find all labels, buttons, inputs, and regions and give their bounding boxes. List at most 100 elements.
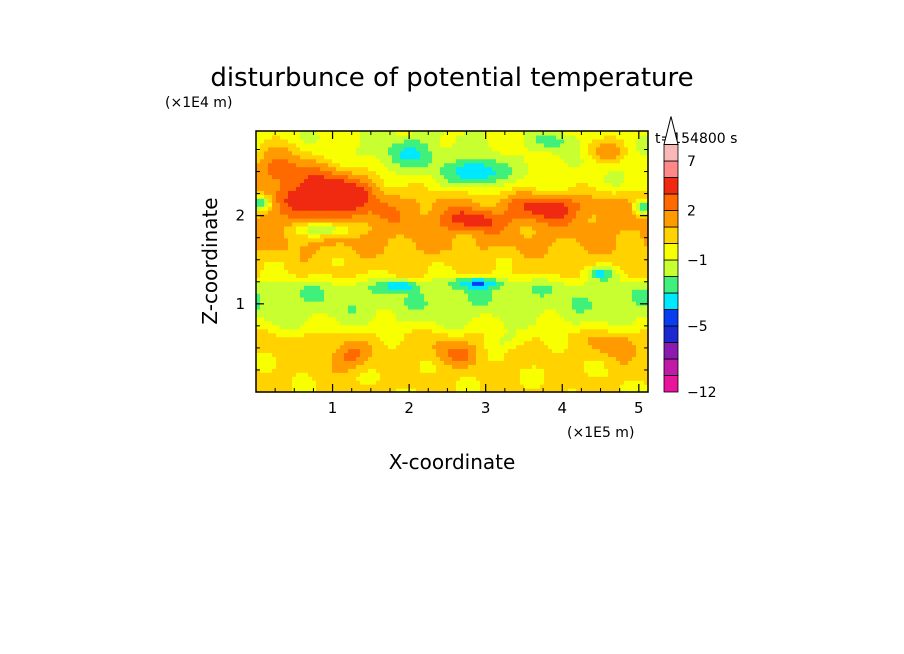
- heatmap-cell: [396, 253, 401, 259]
- heatmap-cell: [460, 384, 465, 389]
- heatmap-cell: [284, 360, 289, 365]
- heatmap-cell: [544, 368, 549, 373]
- heatmap-cell: [512, 308, 517, 314]
- heatmap-cell: [332, 305, 337, 310]
- heatmap-cell: [284, 229, 289, 235]
- heatmap-cell: [468, 293, 473, 298]
- heatmap-cell: [540, 297, 545, 302]
- heatmap-cell: [360, 305, 365, 310]
- heatmap-cell: [300, 344, 305, 350]
- heatmap-cell: [268, 308, 273, 314]
- heatmap-cell: [352, 332, 357, 338]
- heatmap-cell: [424, 285, 429, 290]
- heatmap-cell: [428, 249, 433, 255]
- heatmap-cell: [368, 308, 373, 314]
- heatmap-cell: [552, 336, 557, 342]
- heatmap-cell: [536, 372, 541, 377]
- heatmap-cell: [360, 348, 365, 354]
- heatmap-cell: [296, 312, 301, 318]
- heatmap-cell: [564, 336, 569, 342]
- heatmap-cell: [592, 332, 597, 338]
- heatmap-cell: [528, 305, 533, 310]
- heatmap-cell: [296, 277, 301, 282]
- heatmap-cell: [272, 348, 277, 354]
- heatmap-cell: [400, 336, 405, 342]
- heatmap-cell: [576, 368, 581, 373]
- heatmap-cell: [600, 384, 605, 389]
- heatmap-cell: [292, 297, 297, 302]
- heatmap-cell: [484, 320, 489, 326]
- heatmap-cell: [396, 241, 401, 247]
- heatmap-cell: [456, 348, 461, 354]
- heatmap-cell: [572, 308, 577, 314]
- heatmap-cell: [624, 245, 629, 251]
- heatmap-cell: [572, 281, 577, 286]
- heatmap-cell: [256, 384, 261, 389]
- heatmap-cell: [580, 190, 585, 195]
- heatmap-cell: [432, 348, 437, 354]
- heatmap-cell: [320, 194, 325, 199]
- heatmap-cell: [380, 352, 385, 357]
- heatmap-cell: [372, 241, 377, 247]
- heatmap-cell: [292, 285, 297, 290]
- heatmap-cell: [384, 388, 389, 393]
- heatmap-cell: [352, 281, 357, 286]
- heatmap-cell: [504, 305, 509, 310]
- heatmap-cell: [488, 277, 493, 282]
- heatmap-cell: [276, 360, 281, 365]
- heatmap-cell: [528, 253, 533, 259]
- heatmap-cell: [448, 384, 453, 389]
- heatmap-cell: [548, 281, 553, 286]
- heatmap-cell: [408, 360, 413, 365]
- heatmap-cell: [336, 225, 341, 231]
- heatmap-cell: [324, 206, 329, 211]
- heatmap-cell: [264, 253, 269, 259]
- heatmap-cell: [432, 356, 437, 361]
- heatmap-cell: [488, 332, 493, 338]
- heatmap-cell: [368, 356, 373, 361]
- heatmap-cell: [380, 356, 385, 361]
- heatmap-cell: [280, 206, 285, 211]
- heatmap-cell: [632, 360, 637, 365]
- heatmap-cell: [496, 352, 501, 357]
- heatmap-cell: [496, 305, 501, 310]
- heatmap-cell: [624, 265, 629, 270]
- heatmap-cell: [264, 225, 269, 231]
- heatmap-cell: [500, 356, 505, 361]
- heatmap-cell: [632, 190, 637, 195]
- heatmap-cell: [380, 273, 385, 278]
- heatmap-cell: [260, 190, 265, 195]
- heatmap-cell: [516, 364, 521, 369]
- heatmap-cell: [636, 340, 641, 346]
- heatmap-cell: [500, 194, 505, 199]
- heatmap-cell: [500, 245, 505, 251]
- heatmap-cell: [516, 320, 521, 326]
- heatmap-cell: [536, 384, 541, 389]
- heatmap-cell: [536, 388, 541, 393]
- heatmap-cell: [332, 285, 337, 290]
- heatmap-cell: [552, 340, 557, 346]
- heatmap-cell: [520, 312, 525, 318]
- heatmap-cell: [548, 221, 553, 227]
- heatmap-cell: [476, 265, 481, 270]
- heatmap-cell: [388, 273, 393, 278]
- heatmap-cell: [424, 388, 429, 393]
- heatmap-cell: [360, 380, 365, 385]
- heatmap-cell: [644, 344, 649, 350]
- heatmap-cell: [296, 273, 301, 278]
- heatmap-cell: [340, 368, 345, 373]
- heatmap-cell: [592, 328, 597, 334]
- heatmap-cell: [348, 229, 353, 235]
- heatmap-cell: [636, 265, 641, 270]
- heatmap-cell: [456, 316, 461, 322]
- heatmap-cell: [644, 352, 649, 357]
- heatmap-cell: [392, 221, 397, 227]
- heatmap-cell: [640, 221, 645, 227]
- heatmap-cell: [572, 241, 577, 247]
- heatmap-cell: [532, 229, 537, 235]
- heatmap-cell: [336, 269, 341, 274]
- heatmap-cell: [412, 360, 417, 365]
- heatmap-cell: [328, 277, 333, 282]
- heatmap-cell: [284, 324, 289, 330]
- heatmap-cell: [588, 221, 593, 227]
